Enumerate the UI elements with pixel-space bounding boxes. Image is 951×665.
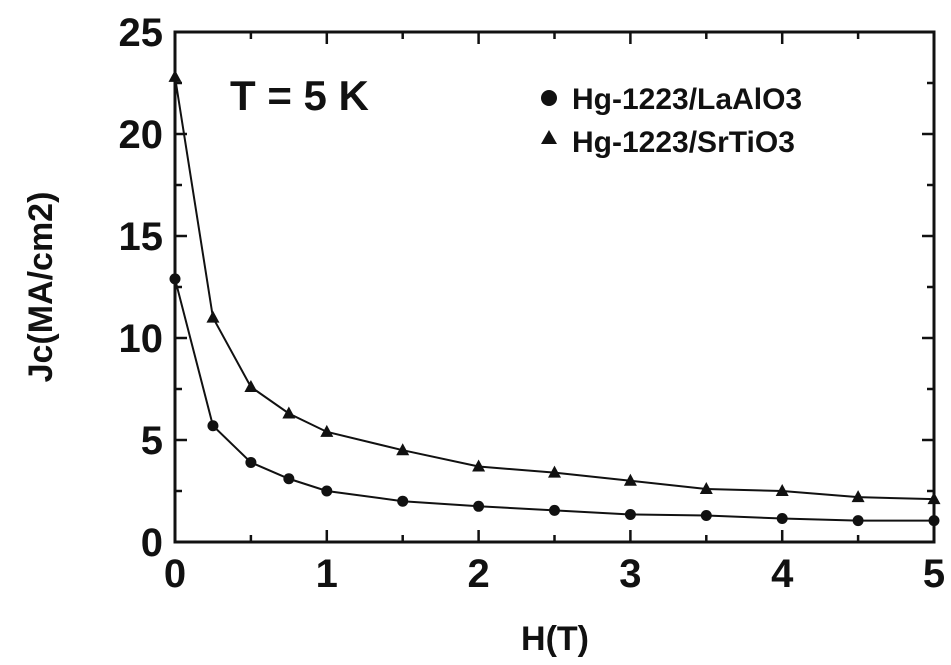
annotation-temperature: T = 5 K xyxy=(230,72,369,119)
data-point xyxy=(927,492,941,505)
y-tick-label: 20 xyxy=(119,113,164,157)
data-point xyxy=(207,420,219,432)
ticks xyxy=(173,30,936,544)
data-point xyxy=(244,379,258,392)
data-point xyxy=(472,459,486,472)
legend-label-laalo3: Hg-1223/LaAlO3 xyxy=(572,83,802,116)
y-tick-label: 10 xyxy=(119,317,164,361)
data-point xyxy=(169,273,181,285)
series-line xyxy=(174,278,934,522)
data-point xyxy=(321,485,333,497)
data-point xyxy=(168,69,182,82)
y-tick-label: 5 xyxy=(141,419,163,463)
data-point xyxy=(396,443,410,456)
legend-label-srtio3: Hg-1223/SrTiO3 xyxy=(572,126,795,159)
y-tick-label: 0 xyxy=(141,521,163,565)
tick-labels: 0 1 2 3 4 5 0 5 10 15 20 25 xyxy=(119,11,946,596)
y-axis-label: Jc(MA/cm2) xyxy=(22,192,60,383)
series-layer xyxy=(168,69,941,527)
data-point xyxy=(548,465,561,478)
y-tick-label: 25 xyxy=(119,11,164,55)
data-point xyxy=(700,509,712,521)
data-point xyxy=(397,495,409,507)
x-axis-label: H(T) xyxy=(521,620,589,658)
data-point xyxy=(245,456,257,468)
legend-marker-triangle xyxy=(541,130,557,144)
data-point xyxy=(623,473,637,486)
data-point xyxy=(775,484,789,496)
legend-marker-circle xyxy=(541,90,557,106)
data-point xyxy=(624,508,636,520)
series-2 xyxy=(168,69,941,505)
data-point xyxy=(851,490,865,503)
data-point xyxy=(320,424,334,437)
data-point xyxy=(206,310,220,323)
data-point xyxy=(852,515,864,527)
data-point xyxy=(473,500,485,512)
x-tick-label: 0 xyxy=(164,552,186,596)
data-point xyxy=(699,481,713,494)
x-tick-label: 2 xyxy=(467,552,489,596)
data-point xyxy=(283,473,295,485)
x-tick-label: 3 xyxy=(619,552,641,596)
data-point xyxy=(776,513,788,525)
legend: Hg-1223/LaAlO3 Hg-1223/SrTiO3 xyxy=(541,83,802,159)
x-tick-label: 4 xyxy=(771,552,794,596)
y-tick-label: 15 xyxy=(119,215,164,259)
series-1 xyxy=(169,273,940,527)
data-point xyxy=(928,515,940,527)
x-tick-label: 5 xyxy=(923,552,945,596)
data-point xyxy=(549,504,560,516)
x-tick-label: 1 xyxy=(316,552,338,596)
data-point xyxy=(282,406,296,419)
